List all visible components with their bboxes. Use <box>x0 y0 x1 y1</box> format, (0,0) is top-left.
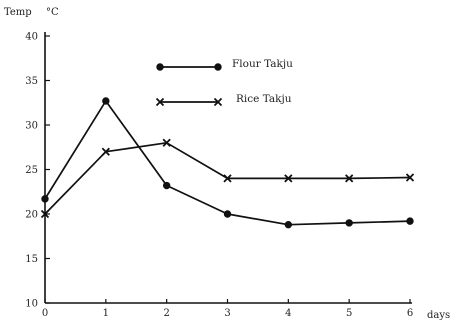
y-axis-label: Temp <box>4 7 32 18</box>
series-flour-takju <box>41 97 414 229</box>
legend-item: Rice Takju <box>155 93 292 107</box>
series-rice-takju <box>40 138 415 219</box>
data-point-circle <box>162 181 171 190</box>
data-point-x-stroke <box>155 97 165 107</box>
tick-group: 10 15 20 25 30 35 40 0 1 2 3 4 5 6 <box>25 32 413 320</box>
data-point-x-stroke <box>162 138 171 147</box>
data-point-x <box>223 174 232 183</box>
data-point-x <box>284 174 293 183</box>
data-point-circle <box>156 63 164 71</box>
legend-item: Flour Takju <box>156 58 293 71</box>
axes <box>44 32 412 304</box>
x-tick-label: 2 <box>163 308 169 319</box>
series-line <box>44 100 411 226</box>
data-point-circle <box>345 219 353 227</box>
data-point-x-stroke <box>213 97 223 107</box>
data-point-circle <box>102 97 110 105</box>
legend-label: Rice Takju <box>236 93 292 105</box>
data-point-circle <box>214 63 222 71</box>
y-tick-label: 25 <box>25 165 38 176</box>
data-point-x <box>162 138 171 147</box>
x-axis-label: days <box>427 310 450 321</box>
data-point-x <box>155 97 165 107</box>
y-tick-label: 40 <box>25 32 38 43</box>
data-point-circle <box>406 217 414 225</box>
data-point-x-stroke <box>284 174 293 183</box>
data-point-x <box>345 174 354 183</box>
series-group <box>40 97 415 229</box>
x-tick-label: 4 <box>285 308 291 319</box>
data-point-x <box>405 173 415 182</box>
y-tick-label: 15 <box>25 254 38 265</box>
data-point-x <box>101 147 110 156</box>
legend-label: Flour Takju <box>232 58 293 70</box>
y-axis-unit: °C <box>46 7 59 18</box>
data-point-circle <box>223 210 232 218</box>
x-tick-label: 5 <box>346 308 352 319</box>
x-tick-label: 1 <box>103 308 109 319</box>
data-point-x <box>40 209 50 219</box>
y-tick-label: 20 <box>25 210 38 221</box>
data-point-x-stroke <box>40 209 50 219</box>
data-point-x-stroke <box>223 174 232 183</box>
data-point-x-stroke <box>101 147 110 156</box>
x-tick-label: 3 <box>224 308 230 319</box>
y-tick-label: 35 <box>25 76 38 87</box>
data-point-circle <box>284 220 293 229</box>
data-point-x <box>213 97 223 107</box>
y-tick-label: 10 <box>25 299 38 310</box>
data-point-x-stroke <box>345 174 354 183</box>
x-tick-label: 0 <box>42 308 48 319</box>
data-point-circle <box>41 195 49 203</box>
legend: Flour Takju Rice Takju <box>155 58 293 107</box>
y-tick-label: 30 <box>25 121 38 132</box>
x-tick-label: 6 <box>407 308 413 319</box>
data-point-x-stroke <box>405 173 415 182</box>
